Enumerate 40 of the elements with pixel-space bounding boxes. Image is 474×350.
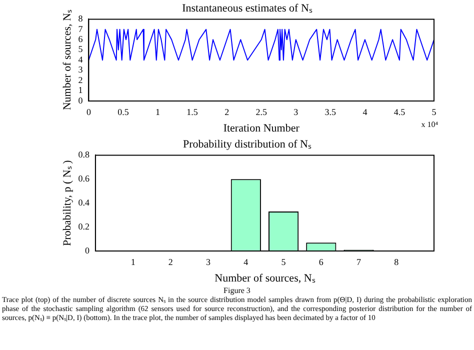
y-tick-label: 0.2	[78, 221, 90, 232]
x-tick-label: 2	[224, 106, 230, 117]
x-axis-title: Iteration Number	[223, 122, 300, 134]
y-tick-label: 0	[84, 245, 90, 256]
text: x 10⁴	[421, 120, 438, 129]
y-tick-label: 4	[78, 54, 84, 64]
y-tick-label: 0	[78, 95, 84, 106]
chart-title: Probability distribution of Nₛ	[183, 138, 312, 150]
y-tick-label: 3	[78, 64, 84, 75]
x-tick-label: 3.5	[324, 106, 337, 117]
y-tick-label: 1	[78, 85, 83, 96]
y-axis-title: Probability, p ( Nₛ )	[61, 160, 74, 246]
x-tick-label: 2	[168, 256, 173, 267]
x-tick-label: 1	[130, 256, 136, 267]
x-tick-label: 1.5	[186, 106, 198, 117]
x-tick-label: 7	[356, 256, 362, 267]
x-tick-label: 3	[206, 256, 212, 267]
x-tick-label: 4	[244, 256, 249, 267]
y-tick-label: 2	[78, 74, 83, 85]
y-axis-title: Number of sources, Nₛ	[61, 9, 74, 110]
x-tick-label: 0.5	[118, 106, 130, 117]
x-tick-label: 3	[294, 106, 299, 117]
x-axis-title: Number of sources, Nₛ	[214, 272, 316, 284]
x-tick-label: 6	[318, 256, 324, 267]
x-tick-label: 2.5	[256, 106, 268, 117]
x-tick-label: 1	[156, 106, 160, 117]
y-tick-label: 5	[78, 44, 84, 54]
y-tick-label: 0.6	[78, 174, 90, 184]
y-tick-label: 7	[78, 24, 84, 34]
y-tick-label: 8	[78, 14, 84, 24]
x-tick-label: 5	[281, 256, 286, 267]
x-tick-label: 5	[432, 106, 437, 117]
y-tick-label: 6	[78, 34, 84, 44]
x-tick-label: 4.5	[394, 106, 406, 117]
x-tick-label: 4	[362, 106, 368, 117]
y-tick-label: 0.4	[78, 197, 90, 208]
x-tick-label: 8	[394, 256, 400, 267]
y-tick-label: 0.8	[78, 150, 90, 160]
caption: Figure 3	[222, 286, 252, 295]
chart-title: Instantaneous estimates of Nₛ	[182, 2, 313, 14]
